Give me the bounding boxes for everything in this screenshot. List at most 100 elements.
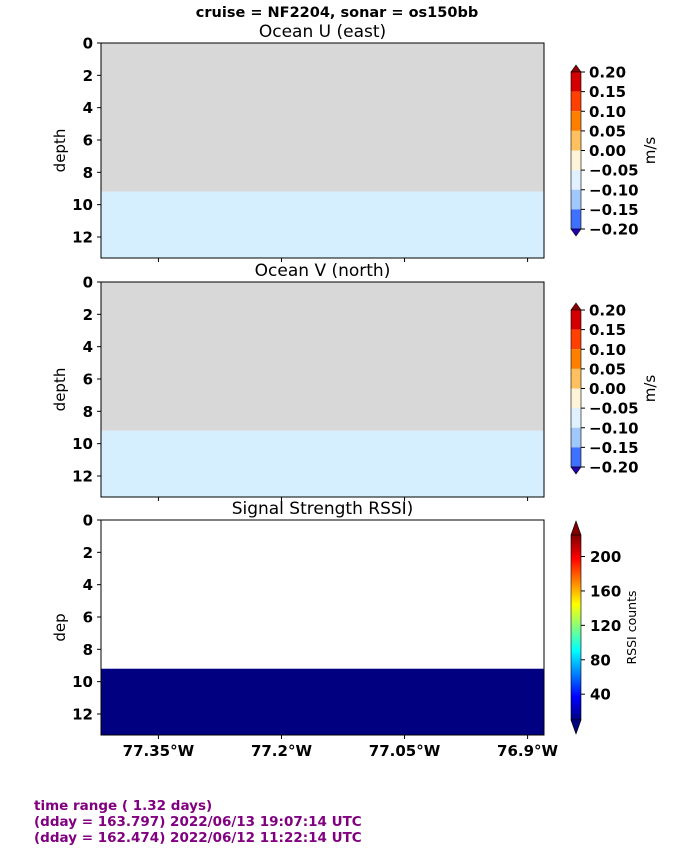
colorbar-segment bbox=[571, 329, 581, 350]
y-tick-label: 0 bbox=[83, 274, 93, 292]
y-tick-label: 2 bbox=[83, 544, 93, 562]
colorbar-tick-label: 0.05 bbox=[589, 122, 626, 140]
colorbar-segment bbox=[571, 310, 581, 330]
y-tick-label: 4 bbox=[83, 576, 93, 594]
colorbar-tick-label: −0.20 bbox=[589, 459, 639, 477]
colorbar-tick-label: 160 bbox=[590, 582, 621, 600]
axes-frame bbox=[100, 519, 545, 736]
colorbar-tick-label: 0.20 bbox=[589, 302, 626, 320]
colorbar-segment bbox=[571, 209, 581, 229]
colorbar-extend-top bbox=[570, 520, 582, 536]
colorbar-gradient bbox=[570, 534, 582, 721]
panel-1: Ocean U (east) depth 0 2 4 6 8 10 12 0.200.15 0.10… bbox=[51, 22, 659, 262]
colorbar-extend-top bbox=[570, 302, 582, 311]
y-axis-label: dep bbox=[51, 613, 69, 641]
y-tick-label: 8 bbox=[83, 641, 93, 659]
data-band-2 bbox=[101, 191, 544, 258]
colorbar-segment bbox=[571, 91, 581, 112]
colorbar-segment bbox=[571, 150, 581, 171]
panel-2: Ocean V (north) depth 0 2 4 6 8 10 12 0.200.15 0.1… bbox=[51, 261, 659, 501]
colorbar-segment bbox=[571, 368, 581, 389]
colorbar-tick-label: 0.10 bbox=[589, 341, 626, 359]
colorbar-segment bbox=[571, 189, 581, 210]
time-range-start: (dday = 162.474) 2022/06/12 11:22:14 UTC bbox=[34, 830, 362, 846]
data-band-1 bbox=[101, 520, 544, 669]
y-tick-label: 8 bbox=[83, 164, 93, 182]
y-tick-label: 10 bbox=[72, 435, 93, 453]
y-tick-label: 2 bbox=[83, 67, 93, 85]
axes-frame bbox=[100, 281, 545, 498]
y-axis-label: depth bbox=[51, 129, 69, 173]
x-tick-label: 77.35°W bbox=[123, 742, 195, 760]
y-tick-label: 4 bbox=[83, 338, 93, 356]
colorbar-extend-bottom bbox=[570, 228, 582, 237]
colorbar-tick-label: −0.15 bbox=[589, 201, 639, 219]
colorbar-extend-top bbox=[570, 64, 582, 73]
colorbar-tick-label: −0.10 bbox=[589, 419, 639, 437]
colorbar-tick-label: −0.05 bbox=[589, 400, 639, 418]
colorbar-tick-label: −0.10 bbox=[589, 181, 639, 199]
colorbar-tick-label: −0.20 bbox=[589, 221, 639, 239]
data-band-2 bbox=[101, 430, 544, 497]
data-band-2 bbox=[101, 668, 544, 735]
colorbar-segment bbox=[571, 130, 581, 151]
colorbar-tick-label: −0.05 bbox=[589, 162, 639, 180]
time-range-footer: time range ( 1.32 days) (dday = 163.797)… bbox=[34, 798, 362, 846]
y-tick-label: 12 bbox=[72, 467, 93, 485]
data-band-1 bbox=[101, 282, 544, 431]
colorbar-segment bbox=[571, 72, 581, 92]
colorbar-tick-label: 120 bbox=[590, 617, 621, 635]
colorbar-tick-label: 0.15 bbox=[589, 83, 626, 101]
colorbar: 0.200.15 0.100.05 0.00 −0.05−0.10 −0.15 −0.20… bbox=[570, 302, 659, 477]
y-tick-label: 6 bbox=[83, 608, 93, 626]
y-tick-label: 10 bbox=[72, 673, 93, 691]
colorbar-segment bbox=[571, 427, 581, 448]
y-tick-label: 12 bbox=[72, 228, 93, 246]
panel-title: Signal Strength RSSI) bbox=[232, 499, 414, 519]
y-axis-label: depth bbox=[51, 368, 69, 412]
colorbar-tick-label: 200 bbox=[590, 548, 621, 566]
colorbar-extend-bottom bbox=[570, 466, 582, 475]
colorbar-segment bbox=[571, 170, 581, 190]
time-range-label: time range ( 1.32 days) bbox=[34, 798, 213, 814]
colorbar-label: m/s bbox=[641, 375, 659, 403]
colorbar-extend-bottom bbox=[570, 719, 582, 735]
y-tick-label: 8 bbox=[83, 403, 93, 421]
y-tick-label: 6 bbox=[83, 370, 93, 388]
colorbar-tick-label: 0.05 bbox=[589, 360, 626, 378]
colorbar-tick-label: 0.00 bbox=[589, 142, 626, 160]
colorbar: 200 160 120 80 40 RSSI counts bbox=[570, 520, 639, 735]
colorbar-segment bbox=[571, 408, 581, 428]
y-tick-label: 12 bbox=[72, 705, 93, 723]
colorbar-tick-label: 0.15 bbox=[589, 321, 626, 339]
figure-suptitle: cruise = NF2204, sonar = os150bb bbox=[196, 5, 478, 21]
x-tick-label: 76.9°W bbox=[497, 742, 559, 760]
y-tick-label: 2 bbox=[83, 306, 93, 324]
x-tick-label: 77.05°W bbox=[369, 742, 441, 760]
y-tick-label: 4 bbox=[83, 99, 93, 117]
colorbar-label: RSSI counts bbox=[624, 591, 639, 665]
y-tick-label: 10 bbox=[72, 196, 93, 214]
colorbar-segment bbox=[571, 349, 581, 369]
colorbar-segment bbox=[571, 388, 581, 409]
panel-title: Ocean V (north) bbox=[255, 261, 391, 281]
colorbar: 0.200.15 0.100.05 0.00 −0.05−0.10 −0.15 −0.20… bbox=[570, 64, 659, 239]
y-tick-label: 0 bbox=[83, 512, 93, 530]
x-tick-label: 77.2°W bbox=[251, 742, 313, 760]
time-range-end: (dday = 163.797) 2022/06/13 19:07:14 UTC bbox=[34, 814, 362, 830]
colorbar-tick-label: 0.10 bbox=[589, 103, 626, 121]
y-tick-label: 0 bbox=[83, 35, 93, 53]
colorbar-tick-label: −0.15 bbox=[589, 439, 639, 457]
y-tick-label: 6 bbox=[83, 131, 93, 149]
colorbar-tick-label: 80 bbox=[590, 651, 611, 669]
colorbar-segment bbox=[571, 111, 581, 131]
colorbar-tick-label: 0.20 bbox=[589, 64, 626, 82]
panel-title: Ocean U (east) bbox=[259, 22, 386, 42]
axes-frame bbox=[100, 42, 545, 259]
colorbar-tick-label: 0.00 bbox=[589, 380, 626, 398]
colorbar-tick-label: 40 bbox=[590, 686, 611, 704]
panel-3: Signal Strength RSSI) dep 0 2 4 6 8 10 12 77.35°W… bbox=[51, 499, 639, 760]
colorbar-label: m/s bbox=[641, 137, 659, 165]
colorbar-segment bbox=[571, 447, 581, 467]
